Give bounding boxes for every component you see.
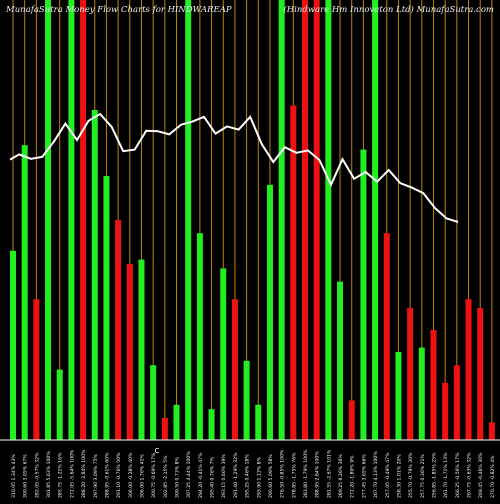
x-tick-label: 267.75 -0.63% 32% (467, 452, 473, 498)
bar (161, 418, 168, 440)
x-tick-label: 270.70 -0.82% 4% (490, 455, 496, 498)
bar (290, 105, 297, 440)
bar (395, 352, 402, 440)
x-tick-label: 266.25 -0.56% 17% (455, 452, 461, 498)
x-tick-label: 255.70 -0.79% 30% (408, 452, 414, 498)
bar (488, 422, 495, 440)
x-tick-label: 272.20 -1.89% 9% (350, 455, 356, 498)
bar (56, 369, 63, 440)
x-tick-label: 269.45 -0.46% 30% (478, 452, 484, 498)
x-tick-label: 293.15 0.60% 39% (221, 454, 227, 498)
x-tick-label: 257.75 0.36% 21% (420, 454, 426, 498)
x-tick-label: 272.05 -5.64% 100% (69, 449, 75, 498)
bar (80, 0, 87, 440)
bar (138, 259, 145, 440)
bar (243, 360, 250, 440)
bar (278, 0, 285, 440)
bar (337, 281, 344, 440)
x-tick-label: 306.00 -0.28% 40% (128, 452, 134, 498)
x-tick-label: 256.85 -1.85% 25% (431, 452, 437, 498)
bar (360, 149, 367, 440)
label-layer: 310.05 1.34% 43% 300.60 3.05% 67% 282.05 -… (11, 449, 496, 498)
x-tick-label: 277.45 3.65% 66% (361, 454, 367, 498)
x-tick-label: 295.25 0.46% 18% (245, 454, 251, 498)
bar (231, 299, 238, 440)
x-tick-label: 285.75 -1.21% 16% (58, 452, 64, 498)
bar (208, 409, 215, 440)
bar (196, 233, 203, 440)
bar (383, 233, 390, 440)
bar (91, 110, 98, 440)
bar-layer (10, 0, 495, 440)
bar (313, 0, 320, 440)
bar (430, 330, 437, 440)
bar (115, 220, 122, 440)
x-tick-label: 267.70 4.13% 100% (373, 451, 379, 498)
x-tick-label: 288.95 2.64% 100% (315, 451, 321, 498)
x-tick-label: 310.05 1.34% 43% (11, 454, 17, 498)
x-tick-label: 302.85 -2.15% 5% (163, 455, 169, 498)
bar (302, 0, 308, 440)
bar (465, 299, 472, 440)
x-tick-label: 282.05 -0.57% 32% (34, 452, 40, 498)
price-line (9, 112, 459, 223)
x-tick-label: 258.30 1.01% 20% (396, 454, 402, 498)
bar (45, 0, 52, 440)
x-tick-label: 289.25 6.26% 36% (338, 454, 344, 498)
baseline-label: C (155, 447, 160, 455)
x-tick-label: 297.90 3.09% 75% (93, 454, 99, 498)
x-tick-label: 309.50 0.73% 8% (175, 456, 181, 498)
bar (10, 250, 16, 440)
x-tick-label: 261.70 -1.71% 13% (443, 452, 449, 498)
x-tick-label: 300.60 3.05% 67% (23, 454, 29, 498)
bar (33, 299, 40, 440)
bar (266, 184, 273, 440)
x-tick-label: 290.60 5.09% 58% (268, 454, 274, 498)
x-tick-label: 307.25 4.44% 100% (186, 451, 192, 498)
chart-title: MunafaSutra Money Flow Charts for HINDWA… (6, 5, 232, 15)
x-tick-label: 291.40 -1.29% 32% (233, 452, 239, 498)
chart-subtitle: (Hindware Hm Innovaton Ltd) MunafaSutra.… (283, 5, 494, 15)
x-tick-label: 283.80 -1.79% 100% (303, 449, 309, 498)
bar (348, 400, 355, 440)
x-tick-label: 295.40 0.76% 7% (210, 456, 216, 498)
x-tick-label: 278.85 -1.75% 76% (291, 452, 297, 498)
x-tick-label: 257.05 -0.49% 47% (385, 452, 391, 498)
x-tick-label: 288.95 -0.61% 60% (104, 452, 110, 498)
x-tick-label: 306.00 1.76% 41% (139, 454, 145, 498)
bar (372, 0, 379, 440)
bar (255, 404, 262, 440)
x-tick-label: 291.10 -0.76% 50% (116, 452, 122, 498)
bar (185, 0, 192, 440)
x-tick-label: 300.75 -0.69% 17% (151, 452, 157, 498)
bar (442, 382, 449, 440)
bar (407, 308, 414, 440)
x-tick-label: 293.90 1.13% 8% (256, 456, 262, 498)
x-tick-label: 281.55 -2.67% 101% (326, 449, 332, 498)
bar (68, 0, 75, 440)
bar (21, 145, 28, 440)
x-tick-label: 294.20 -0.41% 47% (198, 452, 204, 498)
x-tick-label: 276.50 -0.85% 100% (280, 449, 286, 498)
bar (453, 365, 460, 440)
bar (220, 268, 227, 440)
line-layer (9, 112, 459, 223)
axis-layer: C (0, 439, 500, 455)
bar (150, 365, 157, 440)
bar (103, 176, 110, 440)
bar (126, 264, 133, 440)
bar (325, 0, 332, 440)
x-tick-label: 288.20 -2.84% 100% (81, 449, 87, 498)
x-tick-label: 301.85 5.63% 100% (46, 451, 52, 498)
bar (173, 404, 180, 440)
bar (418, 347, 425, 440)
bar (477, 308, 484, 440)
